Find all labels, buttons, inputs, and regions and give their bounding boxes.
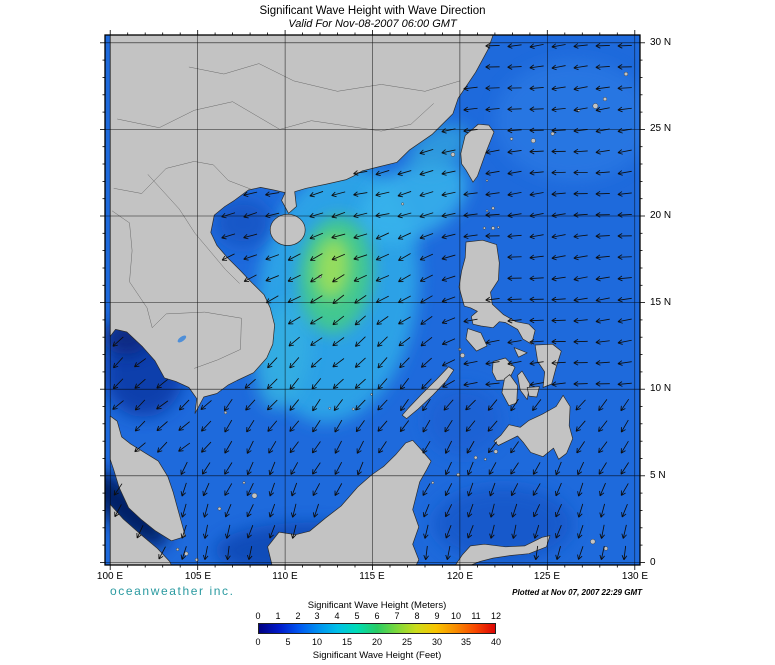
tonle-sap-lake bbox=[177, 335, 187, 343]
lat-label-20n: 20 N bbox=[650, 210, 672, 221]
meters-tick: 1 bbox=[275, 611, 281, 621]
meters-tick: 12 bbox=[490, 611, 501, 621]
meters-tick: 8 bbox=[414, 611, 420, 621]
colorbar-title-feet: Significant Wave Height (Feet) bbox=[312, 650, 442, 661]
feet-tick: 40 bbox=[490, 637, 501, 647]
lat-label-25n: 25 N bbox=[650, 123, 672, 134]
meters-tick: 2 bbox=[295, 611, 301, 621]
hainan-island bbox=[269, 213, 306, 246]
meters-tick: 10 bbox=[450, 611, 461, 621]
grid-lines bbox=[105, 35, 640, 565]
map-canvas bbox=[100, 30, 645, 570]
meters-tick: 7 bbox=[394, 611, 400, 621]
lon-label-130e: 130 E bbox=[621, 571, 649, 582]
wave-direction-arrows bbox=[112, 43, 632, 561]
meters-tick: 9 bbox=[434, 611, 440, 621]
plotted-value: Nov 07, 2007 22:29 GMT bbox=[550, 588, 642, 597]
lat-label-30n: 30 N bbox=[650, 37, 672, 48]
feet-tick: 5 bbox=[285, 637, 291, 647]
meters-tick: 5 bbox=[354, 611, 360, 621]
meters-tick: 4 bbox=[334, 611, 340, 621]
feet-tick: 35 bbox=[460, 637, 471, 647]
lon-label-100e: 100 E bbox=[96, 571, 124, 582]
feet-tick: 20 bbox=[371, 637, 382, 647]
lat-label-10n: 10 N bbox=[650, 383, 672, 394]
oceanweather-logo: oceanweather inc. bbox=[110, 584, 235, 598]
wave-map-svg bbox=[100, 30, 645, 570]
lon-label-105e: 105 E bbox=[184, 571, 212, 582]
lon-label-125e: 125 E bbox=[533, 571, 561, 582]
wave-height-field bbox=[105, 60, 640, 565]
lat-label-15n: 15 N bbox=[650, 297, 672, 308]
chart-title: Significant Wave Height with Wave Direct… bbox=[259, 5, 486, 17]
plotted-label: Plotted at bbox=[512, 588, 549, 597]
feet-tick: 30 bbox=[431, 637, 442, 647]
feet-tick: 25 bbox=[401, 637, 412, 647]
lat-label-5n: 5 N bbox=[650, 470, 666, 481]
colorbar-title-meters: Significant Wave Height (Meters) bbox=[307, 600, 447, 611]
feet-tick: 0 bbox=[255, 637, 261, 647]
meters-tick: 0 bbox=[255, 611, 261, 621]
country-borders bbox=[111, 63, 460, 369]
colorbar bbox=[258, 623, 496, 634]
lon-label-110e: 110 E bbox=[272, 571, 298, 582]
feet-tick: 10 bbox=[311, 637, 322, 647]
feet-tick: 15 bbox=[341, 637, 352, 647]
map-frame bbox=[104, 34, 641, 566]
chart-valid-time: Valid For Nov-08-2007 06:00 GMT bbox=[288, 18, 457, 30]
meters-tick: 11 bbox=[471, 611, 481, 621]
lat-label-0: 0 bbox=[650, 557, 656, 568]
meters-tick: 3 bbox=[314, 611, 320, 621]
meters-tick: 6 bbox=[374, 611, 380, 621]
plotted-timestamp: Plotted at Nov 07, 2007 22:29 GMT bbox=[400, 588, 642, 597]
lon-label-120e: 120 E bbox=[446, 571, 474, 582]
lon-label-115e: 115 E bbox=[359, 571, 385, 582]
